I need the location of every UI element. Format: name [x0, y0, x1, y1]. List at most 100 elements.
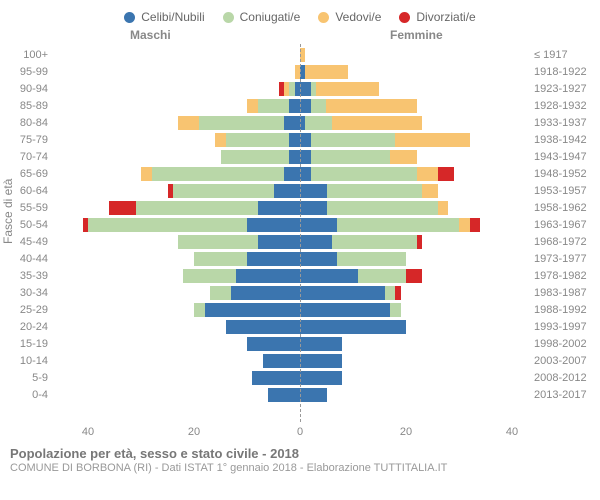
age-label: 45-49: [0, 236, 48, 248]
bar-segment: [284, 116, 300, 130]
x-tick: 40: [82, 426, 94, 438]
male-bar: [168, 184, 300, 198]
bar-segment: [300, 82, 311, 96]
birth-year-label: 1973-1977: [534, 253, 596, 265]
bar-segment: [289, 133, 300, 147]
bar-segment: [300, 320, 406, 334]
legend-item: Celibi/Nubili: [124, 10, 204, 24]
legend-swatch: [399, 12, 410, 23]
male-bar: [109, 201, 300, 215]
bar-segment: [300, 201, 327, 215]
bar-segment: [337, 218, 459, 232]
male-bar: [194, 252, 300, 266]
birth-year-label: 1938-1942: [534, 134, 596, 146]
bar-segment: [284, 167, 300, 181]
birth-year-label: 1998-2002: [534, 338, 596, 350]
bar-segment: [316, 82, 380, 96]
bar-segment: [300, 354, 342, 368]
x-tick: 40: [506, 426, 518, 438]
bar-segment: [300, 388, 327, 402]
bar-segment: [231, 286, 300, 300]
bar-segment: [300, 218, 337, 232]
gender-headers: Maschi Femmine: [0, 28, 600, 44]
bar-segment: [417, 235, 422, 249]
birth-year-label: 1918-1922: [534, 66, 596, 78]
bar-segment: [305, 116, 332, 130]
legend-swatch: [223, 12, 234, 23]
age-label: 95-99: [0, 66, 48, 78]
birth-year-label: 1928-1932: [534, 100, 596, 112]
female-bar: [300, 99, 417, 113]
legend-item: Divorziati/e: [399, 10, 475, 24]
female-bar: [300, 116, 422, 130]
bar-segment: [438, 201, 449, 215]
age-label: 90-94: [0, 83, 48, 95]
male-bar: [215, 133, 300, 147]
bar-segment: [300, 252, 337, 266]
age-label: 65-69: [0, 168, 48, 180]
female-bar: [300, 167, 454, 181]
birth-year-label: 2003-2007: [534, 355, 596, 367]
bar-segment: [300, 167, 311, 181]
legend-label: Celibi/Nubili: [141, 10, 204, 24]
male-bar: [247, 99, 300, 113]
bar-segment: [358, 269, 406, 283]
bar-segment: [300, 99, 311, 113]
legend-item: Vedovi/e: [318, 10, 381, 24]
birth-year-label: 1933-1937: [534, 117, 596, 129]
footer-title: Popolazione per età, sesso e stato civil…: [10, 446, 590, 461]
legend-swatch: [124, 12, 135, 23]
bar-segment: [215, 133, 226, 147]
male-bar: [252, 371, 300, 385]
bar-segment: [300, 286, 385, 300]
legend-item: Coniugati/e: [223, 10, 301, 24]
bar-segment: [141, 167, 152, 181]
age-label: 50-54: [0, 219, 48, 231]
female-bar: [300, 133, 470, 147]
age-label: 20-24: [0, 321, 48, 333]
female-bar: [300, 252, 406, 266]
female-bar: [300, 65, 348, 79]
bar-segment: [300, 269, 358, 283]
female-bar: [300, 269, 422, 283]
age-label: 10-14: [0, 355, 48, 367]
bar-segment: [252, 371, 300, 385]
bar-segment: [300, 133, 311, 147]
female-bar: [300, 184, 438, 198]
bar-segment: [326, 99, 416, 113]
male-bar: [194, 303, 300, 317]
footer-subtitle: COMUNE DI BORBONA (RI) - Dati ISTAT 1° g…: [10, 462, 590, 474]
female-bar: [300, 371, 342, 385]
birth-year-label: 1943-1947: [534, 151, 596, 163]
age-label: 0-4: [0, 389, 48, 401]
female-bar: [300, 320, 406, 334]
bar-segment: [236, 269, 300, 283]
bar-segment: [247, 99, 258, 113]
female-bar: [300, 354, 342, 368]
female-bar: [300, 337, 342, 351]
age-label: 5-9: [0, 372, 48, 384]
male-bar: [279, 82, 300, 96]
bar-segment: [327, 201, 438, 215]
bar-segment: [178, 116, 199, 130]
male-bar: [226, 320, 300, 334]
legend-swatch: [318, 12, 329, 23]
bar-segment: [194, 303, 205, 317]
male-bar: [178, 116, 300, 130]
male-bar: [263, 354, 300, 368]
bar-segment: [152, 167, 285, 181]
bar-segment: [258, 99, 290, 113]
bar-segment: [274, 184, 301, 198]
age-label: 40-44: [0, 253, 48, 265]
bar-segment: [300, 184, 327, 198]
age-label: 60-64: [0, 185, 48, 197]
age-label: 30-34: [0, 287, 48, 299]
birth-year-label: 1963-1967: [534, 219, 596, 231]
bar-segment: [210, 286, 231, 300]
header-female: Femmine: [390, 28, 443, 42]
female-bar: [300, 303, 401, 317]
bar-segment: [300, 303, 390, 317]
bar-segment: [459, 218, 470, 232]
bar-segment: [289, 99, 300, 113]
chart-footer: Popolazione per età, sesso e stato civil…: [0, 444, 600, 474]
